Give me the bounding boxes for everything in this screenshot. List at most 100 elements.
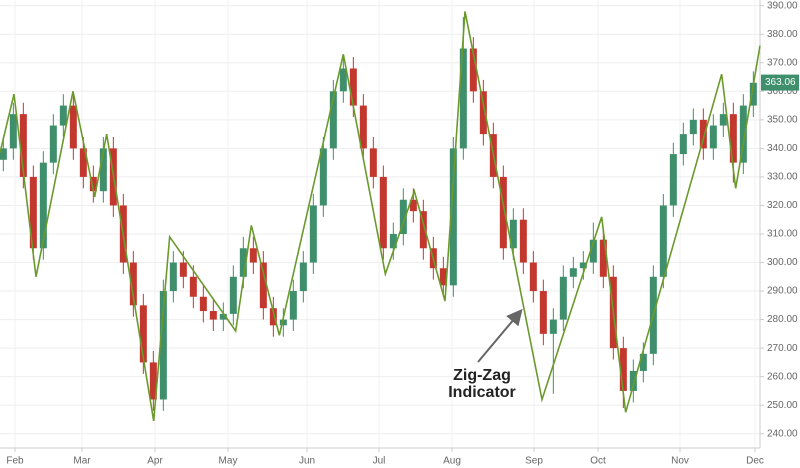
candle-body: [349, 68, 357, 106]
x-tick-label: Apr: [147, 456, 163, 467]
candle-body: [39, 162, 47, 249]
candle-body: [629, 370, 637, 391]
x-tick-label: Sep: [525, 456, 543, 467]
candle-body: [689, 119, 697, 135]
last-price-label: 363.06: [765, 77, 796, 88]
x-tick-label: Aug: [443, 456, 461, 467]
y-tick-label: 280.00: [767, 314, 798, 325]
x-tick-label: Dec: [746, 456, 764, 467]
y-tick-label: 370.00: [767, 57, 798, 68]
zigzag-line: [0, 11, 761, 422]
candle-body: [199, 296, 207, 312]
x-tick-label: Mar: [73, 456, 91, 467]
x-tick-label: Jun: [299, 456, 315, 467]
candle-body: [219, 313, 227, 320]
candle-body: [149, 362, 157, 400]
candle-body: [679, 134, 687, 155]
y-tick-label: 350.00: [767, 114, 798, 125]
candle-body: [379, 176, 387, 249]
candle-body: [249, 248, 257, 263]
candle-body: [49, 125, 57, 163]
candle-body: [139, 305, 147, 363]
x-tick-label: May: [219, 456, 238, 467]
candle-body: [519, 219, 527, 263]
candle-body: [469, 48, 477, 92]
candle-body: [319, 148, 327, 206]
candle-body: [369, 148, 377, 177]
x-tick-label: Feb: [6, 456, 24, 467]
candle-body: [599, 239, 607, 277]
candle-body: [329, 91, 337, 149]
x-tick-label: Nov: [671, 456, 689, 467]
candle-body: [579, 262, 587, 269]
candle-body: [279, 319, 287, 326]
y-tick-label: 340.00: [767, 143, 798, 154]
candle-body: [409, 199, 417, 212]
candle-body: [209, 311, 217, 320]
candle-body: [549, 319, 557, 334]
candle-body: [59, 105, 67, 126]
candle-body: [19, 114, 27, 177]
y-tick-label: 290.00: [767, 286, 798, 297]
candle-body: [399, 199, 407, 234]
candle-body: [239, 248, 247, 277]
y-tick-label: 360.00: [767, 86, 798, 97]
annotation-arrow: [477, 308, 523, 363]
candle-body: [29, 176, 37, 249]
candle-body: [699, 119, 707, 149]
last-price-box: [761, 74, 799, 91]
candle-body: [589, 239, 597, 263]
candle-body: [389, 233, 397, 249]
y-tick-label: 250.00: [767, 400, 798, 411]
y-tick-label: 390.00: [767, 0, 798, 11]
candle-body: [709, 125, 717, 149]
candle-body: [269, 308, 277, 326]
candle-body: [449, 148, 457, 286]
candle-body: [739, 105, 747, 163]
candle-body: [99, 148, 107, 192]
candle-body: [299, 262, 307, 292]
y-tick-label: 380.00: [767, 29, 798, 40]
candle-body: [79, 148, 87, 177]
candle-body: [169, 262, 177, 292]
y-tick-label: 240.00: [767, 428, 798, 439]
candle-body: [749, 82, 757, 106]
candle-body: [509, 219, 517, 249]
candle-body: [9, 114, 17, 149]
candle-body: [659, 205, 667, 277]
candle-body: [159, 291, 167, 400]
candle-body: [619, 348, 627, 391]
y-tick-label: 300.00: [767, 257, 798, 268]
candle-body: [359, 105, 367, 149]
annotation: Indicator: [448, 384, 516, 401]
candle-body: [529, 262, 537, 292]
x-tick-label: Oct: [590, 456, 606, 467]
candle-body: [729, 114, 737, 163]
candle-body: [539, 291, 547, 334]
candle-body: [129, 262, 137, 306]
y-tick-label: 330.00: [767, 172, 798, 183]
candle-body: [559, 276, 567, 320]
y-tick-label: 260.00: [767, 371, 798, 382]
candle-body: [339, 68, 347, 92]
candle-body: [439, 268, 447, 286]
candle-body: [289, 291, 297, 320]
candle-body: [89, 176, 97, 192]
candle-body: [229, 276, 237, 314]
candle-body: [499, 176, 507, 249]
candle-body: [569, 268, 577, 277]
candle-body: [639, 353, 647, 371]
candle-body: [0, 148, 7, 160]
x-tick-label: Jul: [373, 456, 386, 467]
candle-body: [419, 211, 427, 249]
candle-body: [479, 91, 487, 135]
candle-body: [179, 262, 187, 277]
candle-body: [719, 114, 727, 126]
y-tick-label: 320.00: [767, 200, 798, 211]
candle-body: [189, 276, 197, 297]
annotation: Zig-Zag: [453, 367, 511, 384]
candle-body: [309, 205, 317, 263]
